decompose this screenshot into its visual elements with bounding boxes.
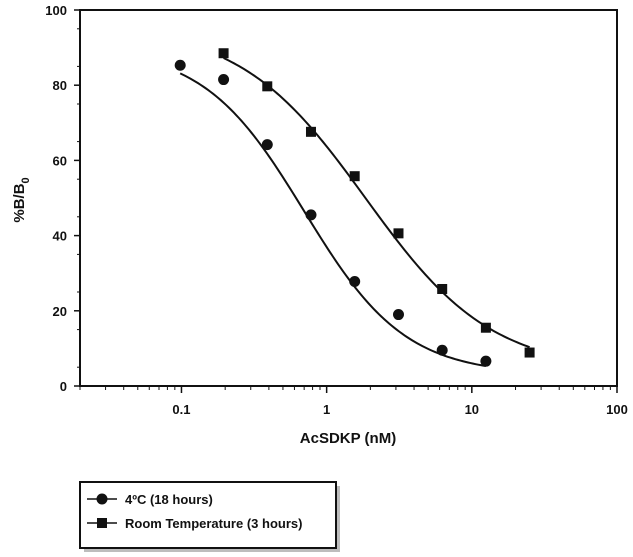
x-tick-label: 10 bbox=[465, 402, 479, 417]
legend-label-room-temp: Room Temperature (3 hours) bbox=[125, 516, 302, 531]
y-tick-label: 20 bbox=[53, 304, 67, 319]
data-point-square bbox=[524, 347, 535, 358]
x-tick-label: 1 bbox=[323, 402, 330, 417]
legend-label-cold: 4ºC (18 hours) bbox=[125, 492, 213, 507]
y-axis-ticks: 0 20 40 60 80 100 bbox=[45, 3, 80, 394]
y-tick-label: 40 bbox=[53, 229, 67, 244]
data-point-circle bbox=[349, 275, 361, 287]
data-point-circle bbox=[261, 139, 273, 151]
y-tick-label: 100 bbox=[45, 3, 67, 18]
data-point-circle bbox=[305, 209, 317, 221]
legend: 4ºC (18 hours) Room Temperature (3 hours… bbox=[79, 481, 340, 552]
y-axis-title: %B/B0 bbox=[11, 177, 32, 222]
y-axis-title-subscript: 0 bbox=[20, 177, 32, 183]
data-point-square bbox=[262, 81, 273, 92]
data-point-square bbox=[480, 322, 491, 333]
y-tick-label: 60 bbox=[53, 153, 67, 168]
data-point-circle bbox=[480, 355, 492, 367]
legend-square-marker bbox=[97, 518, 107, 528]
data-point-circle bbox=[436, 344, 448, 356]
plot-frame bbox=[79, 9, 618, 387]
legend-circle-marker bbox=[96, 493, 108, 505]
x-axis-title: AcSDKP (nM) bbox=[300, 430, 396, 447]
data-point-square bbox=[218, 48, 229, 59]
data-point-circle bbox=[174, 59, 186, 71]
y-axis-title-main: %B/B bbox=[11, 183, 28, 222]
fit-curves bbox=[179, 57, 530, 368]
x-axis-ticks: 0.1 1 10 100 bbox=[79, 386, 628, 417]
y-tick-label: 80 bbox=[53, 78, 67, 93]
fit-curve-series-2 bbox=[223, 57, 530, 349]
data-markers bbox=[174, 48, 535, 367]
data-point-circle bbox=[218, 74, 230, 86]
data-point-circle bbox=[392, 309, 404, 321]
data-point-square bbox=[305, 126, 316, 137]
x-tick-label: 100 bbox=[606, 402, 628, 417]
data-point-square bbox=[349, 171, 360, 182]
y-tick-label: 0 bbox=[60, 379, 67, 394]
x-tick-label: 0.1 bbox=[172, 402, 190, 417]
fit-curve-series-1 bbox=[179, 72, 487, 368]
data-point-square bbox=[393, 228, 404, 239]
legend-box bbox=[79, 481, 337, 549]
data-point-square bbox=[437, 283, 448, 294]
